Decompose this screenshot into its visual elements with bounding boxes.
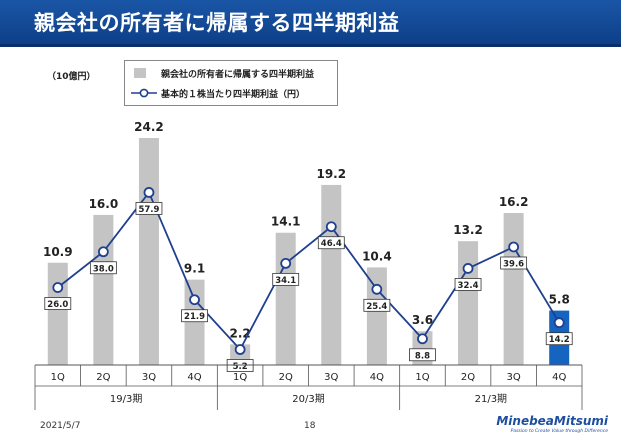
footer-date: 2021/5/7 [40, 421, 81, 431]
bar [321, 184, 342, 365]
line-value-box [500, 256, 528, 270]
logo-tagline: Passion to Create Value through Differen… [510, 429, 608, 434]
line-series [57, 190, 560, 352]
line-value-label: 34.1 [275, 276, 296, 286]
bar-value-label: 16.0 [89, 197, 119, 211]
x-tick-label: 4Q [370, 372, 384, 383]
x-tick-label: 2Q [96, 372, 110, 383]
line-value-label: 21.9 [184, 312, 205, 322]
bar [366, 267, 387, 365]
line-point [325, 221, 337, 233]
bar [458, 241, 479, 365]
line-value-label: 8.8 [415, 351, 430, 361]
line-point [234, 344, 246, 355]
line-point [189, 294, 200, 306]
line-value-box [272, 272, 300, 286]
x-tick-label: 1Q [51, 372, 65, 383]
bar-value-label: 19.2 [316, 167, 346, 181]
line-value-box [545, 332, 573, 346]
line-value-label: 5.2 [233, 362, 248, 372]
bar-value-label: 14.1 [271, 215, 301, 229]
bar-value-label: 16.2 [499, 195, 529, 209]
chart-legend: 親会社の所有者に帰属する四半期利益 基本的１株当たり四半期利益（円） [124, 60, 338, 106]
line-value-box [317, 236, 345, 250]
bar [503, 213, 524, 365]
legend-line-label: 基本的１株当たり四半期利益（円） [161, 90, 306, 100]
line-value-label: 14.2 [549, 335, 570, 345]
line-value-box [226, 359, 254, 372]
bar-value-label: 5.8 [549, 293, 570, 307]
line-value-label: 38.0 [93, 264, 114, 274]
bar [93, 214, 114, 365]
line-value-label: 39.6 [503, 259, 524, 269]
bar [138, 138, 159, 365]
bar [184, 279, 205, 365]
bar [47, 262, 68, 365]
line-point [52, 282, 64, 293]
x-tick-label: 3Q [324, 372, 338, 383]
x-tick-label: 3Q [507, 372, 521, 383]
line-value-box [89, 261, 117, 275]
line-point [371, 283, 383, 295]
logo-name: MinebeaMitsumi [496, 414, 608, 428]
line-point [508, 241, 520, 253]
x-tick-label: 1Q [233, 372, 247, 383]
line-value-label: 26.0 [47, 300, 68, 310]
bar-value-label: 10.9 [43, 245, 73, 259]
group-label: 20/3期 [292, 393, 324, 405]
line-point [143, 187, 155, 198]
x-tick-label: 3Q [142, 372, 156, 383]
legend-bar-swatch [134, 68, 146, 78]
company-logo: MinebeaMitsumi Passion to Create Value t… [488, 414, 608, 436]
x-tick-label: 4Q [552, 372, 566, 383]
bar [275, 232, 296, 365]
line-value-label: 57.9 [138, 205, 159, 215]
group-label: 19/3期 [110, 393, 142, 405]
title-bar: 親会社の所有者に帰属する四半期利益 [0, 0, 621, 47]
legend-item-line: 基本的１株当たり四半期利益（円） [125, 84, 337, 102]
line-point [280, 257, 292, 269]
page-number: 18 [304, 421, 316, 431]
line-point [553, 317, 565, 329]
line-value-label: 32.4 [458, 281, 479, 291]
bar-value-label: 9.1 [184, 262, 205, 276]
line-value-box [454, 278, 482, 291]
line-value-box [409, 348, 436, 362]
legend-bar-label: 親会社の所有者に帰属する四半期利益 [161, 70, 315, 80]
unit-label: （10億円） [47, 72, 96, 82]
bar-value-label: 3.6 [412, 313, 433, 327]
line-value-label: 46.4 [321, 239, 342, 249]
x-tick-label: 2Q [279, 372, 293, 383]
group-label: 21/3期 [475, 393, 507, 405]
page-title: 親会社の所有者に帰属する四半期利益 [34, 11, 400, 35]
line-value-box [181, 309, 208, 323]
line-value-box [44, 297, 72, 310]
legend-line-swatch [131, 88, 157, 98]
line-value-box [135, 202, 163, 215]
bar-value-label: 24.2 [134, 120, 164, 134]
x-tick-label: 1Q [415, 372, 429, 383]
line-point [462, 263, 474, 274]
line-point [417, 333, 428, 345]
x-tick-label: 4Q [187, 372, 201, 383]
bar-value-label: 2.2 [229, 326, 250, 340]
bar-value-label: 13.2 [453, 223, 483, 237]
line-value-box [363, 298, 391, 312]
legend-item-bar: 親会社の所有者に帰属する四半期利益 [125, 64, 337, 82]
line-point [97, 246, 109, 258]
line-value-label: 25.4 [366, 302, 387, 312]
bar-value-label: 10.4 [362, 249, 392, 263]
x-tick-label: 2Q [461, 372, 475, 383]
